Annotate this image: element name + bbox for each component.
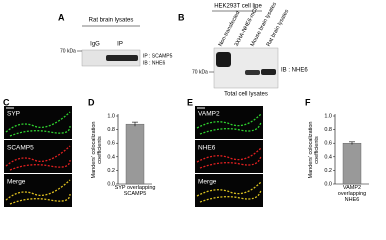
signal [5, 111, 71, 137]
micrograph [195, 106, 263, 139]
label-text: VAMP2 overlapping NHE6 [337, 185, 367, 203]
panel-label: B [178, 12, 185, 22]
x-tick-label: SYP overlapping SCAMP5 [114, 185, 156, 197]
y-axis-label: Manders' colocalization coefficients [91, 121, 103, 179]
figure: A B C D E F Rat brain lysates IgG IP 70 … [3, 1, 369, 207]
blot-title: Rat brain lysates [89, 18, 134, 24]
marker-label: 70 kDa [192, 69, 208, 75]
micrograph [195, 174, 263, 207]
panel-label: D [88, 97, 95, 107]
signal [5, 179, 71, 205]
label-text: Manders' colocalization coefficients [91, 121, 103, 179]
y-tick-label: 0.4 [324, 154, 332, 160]
panel-label: F [305, 97, 311, 107]
marker-label: 70 kDa [60, 48, 76, 54]
y-tick-label: 0.6 [107, 141, 115, 147]
blot-title: HEK293T cell line [214, 4, 262, 10]
micrograph-stack [4, 106, 72, 207]
channel-label: NHE6 [198, 145, 216, 152]
panel-label: A [58, 12, 65, 22]
label-text: SYP overlapping SCAMP5 [114, 185, 156, 197]
blot-band [216, 52, 231, 67]
channel-label: SYP [7, 111, 20, 118]
y-tick-label: 0.2 [107, 168, 115, 174]
y-tick-label: 0.0 [324, 181, 332, 187]
bar [342, 142, 362, 185]
signal [196, 147, 262, 169]
micrograph [195, 140, 263, 173]
blot-band [106, 55, 138, 61]
micrograph [4, 174, 72, 207]
blot-band [245, 70, 260, 75]
blot-annotation: IP : SCAMP5 [143, 53, 173, 59]
micrograph [4, 106, 72, 139]
channel-label: Merge [198, 179, 217, 186]
blot-annotation: IB : NHE6 [281, 68, 308, 74]
y-tick-label: 0.6 [324, 141, 332, 147]
panel-label: C [3, 97, 10, 107]
y-tick-label: 0.8 [107, 127, 115, 133]
blot-caption: Total cell lysates [224, 92, 268, 98]
y-axis-label: Manders' colocalization coefficients [308, 121, 320, 179]
micrograph [4, 140, 72, 173]
bar [125, 123, 145, 185]
y-tick-label: 0.8 [324, 127, 332, 133]
signal [196, 181, 262, 203]
lane-label: IP [117, 42, 123, 48]
lane-label: IgG [90, 42, 100, 48]
signal [5, 145, 71, 171]
micrograph-stack [195, 106, 263, 207]
label-text: Manders' colocalization coefficients [308, 121, 320, 179]
channel-label: VAMP2 [198, 111, 220, 118]
y-tick-label: 0.4 [107, 154, 115, 160]
panel-label: E [187, 97, 193, 107]
x-tick-label: VAMP2 overlapping NHE6 [337, 185, 367, 203]
y-tick-label: 0.2 [324, 168, 332, 174]
y-tick-label: 1.0 [107, 113, 115, 119]
blot-band [261, 69, 276, 75]
channel-label: SCAMP5 [7, 145, 34, 152]
signal [196, 113, 262, 135]
channel-label: Merge [7, 179, 26, 186]
blot-annotation: IB : NHE6 [143, 60, 165, 66]
y-tick-label: 0.0 [107, 181, 115, 187]
y-tick-label: 1.0 [324, 113, 332, 119]
